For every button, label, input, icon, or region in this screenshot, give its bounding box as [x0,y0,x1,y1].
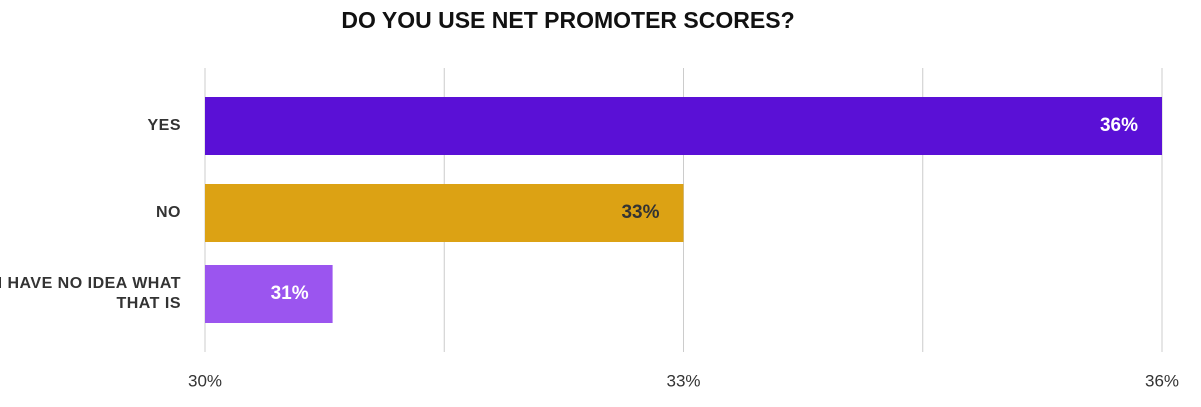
category-label: NO [156,204,181,221]
x-tick-label: 33% [666,371,700,390]
value-label: 33% [621,202,659,223]
chart-title: DO YOU USE NET PROMOTER SCORES? [341,7,794,33]
x-tick-label: 30% [188,371,222,390]
bar [205,97,1162,155]
category-label: YES [147,117,181,134]
x-tick-label: 36% [1145,371,1179,390]
bar [205,265,333,323]
category-label: I HAVE NO IDEA WHAT THAT IS [0,275,181,312]
bar [205,184,684,242]
value-label: 31% [271,283,309,304]
value-label: 36% [1100,115,1138,136]
